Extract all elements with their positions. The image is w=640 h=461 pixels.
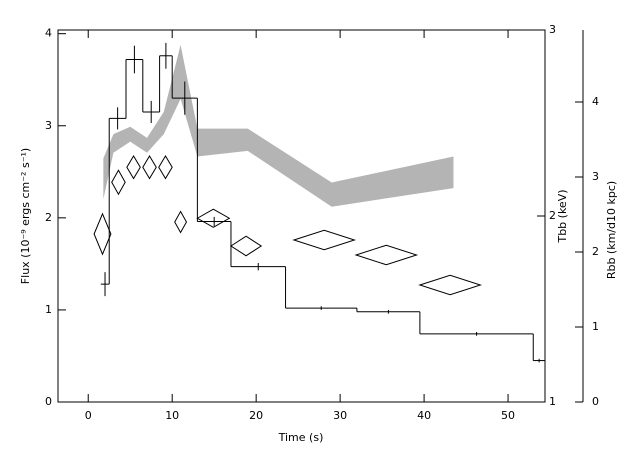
x-tick-label: 30 (333, 409, 347, 422)
x-tick-label: 10 (165, 409, 179, 422)
y-tick-label: 0 (45, 395, 52, 408)
temperature-band (103, 44, 454, 207)
y-tick-label: 3 (592, 170, 599, 183)
radius-diamond (126, 155, 141, 180)
x-tick-label: 40 (417, 409, 431, 422)
radius-diamond (158, 155, 173, 180)
y-tick-label: 1 (592, 320, 599, 333)
x-tick-label: 50 (501, 409, 515, 422)
y-tick-label: 2 (592, 245, 599, 258)
y-tick-label: 2 (549, 209, 556, 222)
y-tick-label: 2 (45, 211, 52, 224)
radius-diamond (292, 229, 357, 251)
x-tick-label: 20 (249, 409, 263, 422)
radius-diamond (142, 155, 157, 180)
y-tick-label: 4 (592, 95, 599, 108)
y-tick-label: 1 (549, 395, 556, 408)
radius-diamond (354, 244, 419, 266)
y-tick-label: 3 (45, 119, 52, 132)
radius-diamond (111, 169, 126, 196)
x-tick-label: 0 (85, 409, 92, 422)
radius-diamond (418, 274, 482, 296)
radius-diamond (196, 208, 231, 228)
r-axis-title: Rbb (km/d10 kpc) (605, 181, 618, 279)
y-axis-title: Flux (10⁻⁹ ergs cm⁻² s⁻¹) (19, 148, 32, 284)
radius-diamond (93, 212, 112, 256)
t-axis-title: Tbb (keV) (556, 189, 569, 243)
y-tick-label: 1 (45, 303, 52, 316)
y-tick-label: 3 (549, 23, 556, 36)
x-axis-title: Time (s) (278, 431, 324, 444)
y-tick-label: 0 (592, 395, 599, 408)
plot-frame (57, 29, 546, 403)
radius-diamond (174, 210, 188, 234)
y-tick-label: 4 (45, 27, 52, 40)
radius-diamond (230, 235, 263, 257)
